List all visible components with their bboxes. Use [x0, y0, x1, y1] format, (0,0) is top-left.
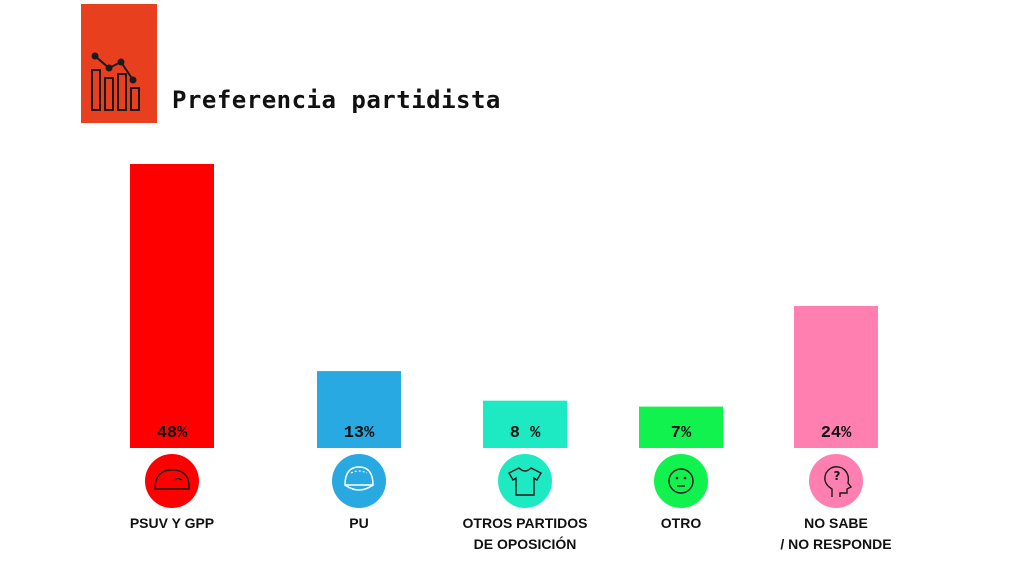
bar-value-label-2: 8 % — [510, 424, 541, 443]
cap-icon — [332, 454, 386, 508]
bar-1 — [317, 371, 401, 448]
category-label-0: PSUV Y GPP — [129, 515, 215, 531]
bar-2 — [483, 400, 567, 448]
chart-logo — [81, 4, 157, 123]
bar-0 — [130, 164, 214, 448]
category-label-2: OTROS PARTIDOS DE OPOSICIÓN — [462, 515, 588, 552]
bar-3 — [639, 406, 723, 448]
bar-value-label-0: 48% — [157, 424, 188, 443]
bar-value-label-1: 13% — [344, 424, 375, 443]
smiley-icon — [654, 454, 708, 508]
beret-icon — [145, 454, 199, 508]
svg-text:?: ? — [834, 469, 841, 483]
bar-4 — [794, 306, 878, 448]
bar-chart-icon — [91, 52, 140, 111]
shirt-icon — [498, 454, 552, 508]
category-label-3: OTRO — [660, 515, 702, 531]
category-label-1: PU — [349, 515, 369, 531]
question-head-icon: ? — [809, 454, 863, 508]
bar-value-label-4: 24% — [821, 424, 852, 443]
category-label-4: NO SABE / NO RESPONDE — [780, 515, 892, 552]
bar-value-label-3: 7% — [671, 424, 692, 443]
chart-title: Preferencia partidista — [172, 86, 501, 114]
